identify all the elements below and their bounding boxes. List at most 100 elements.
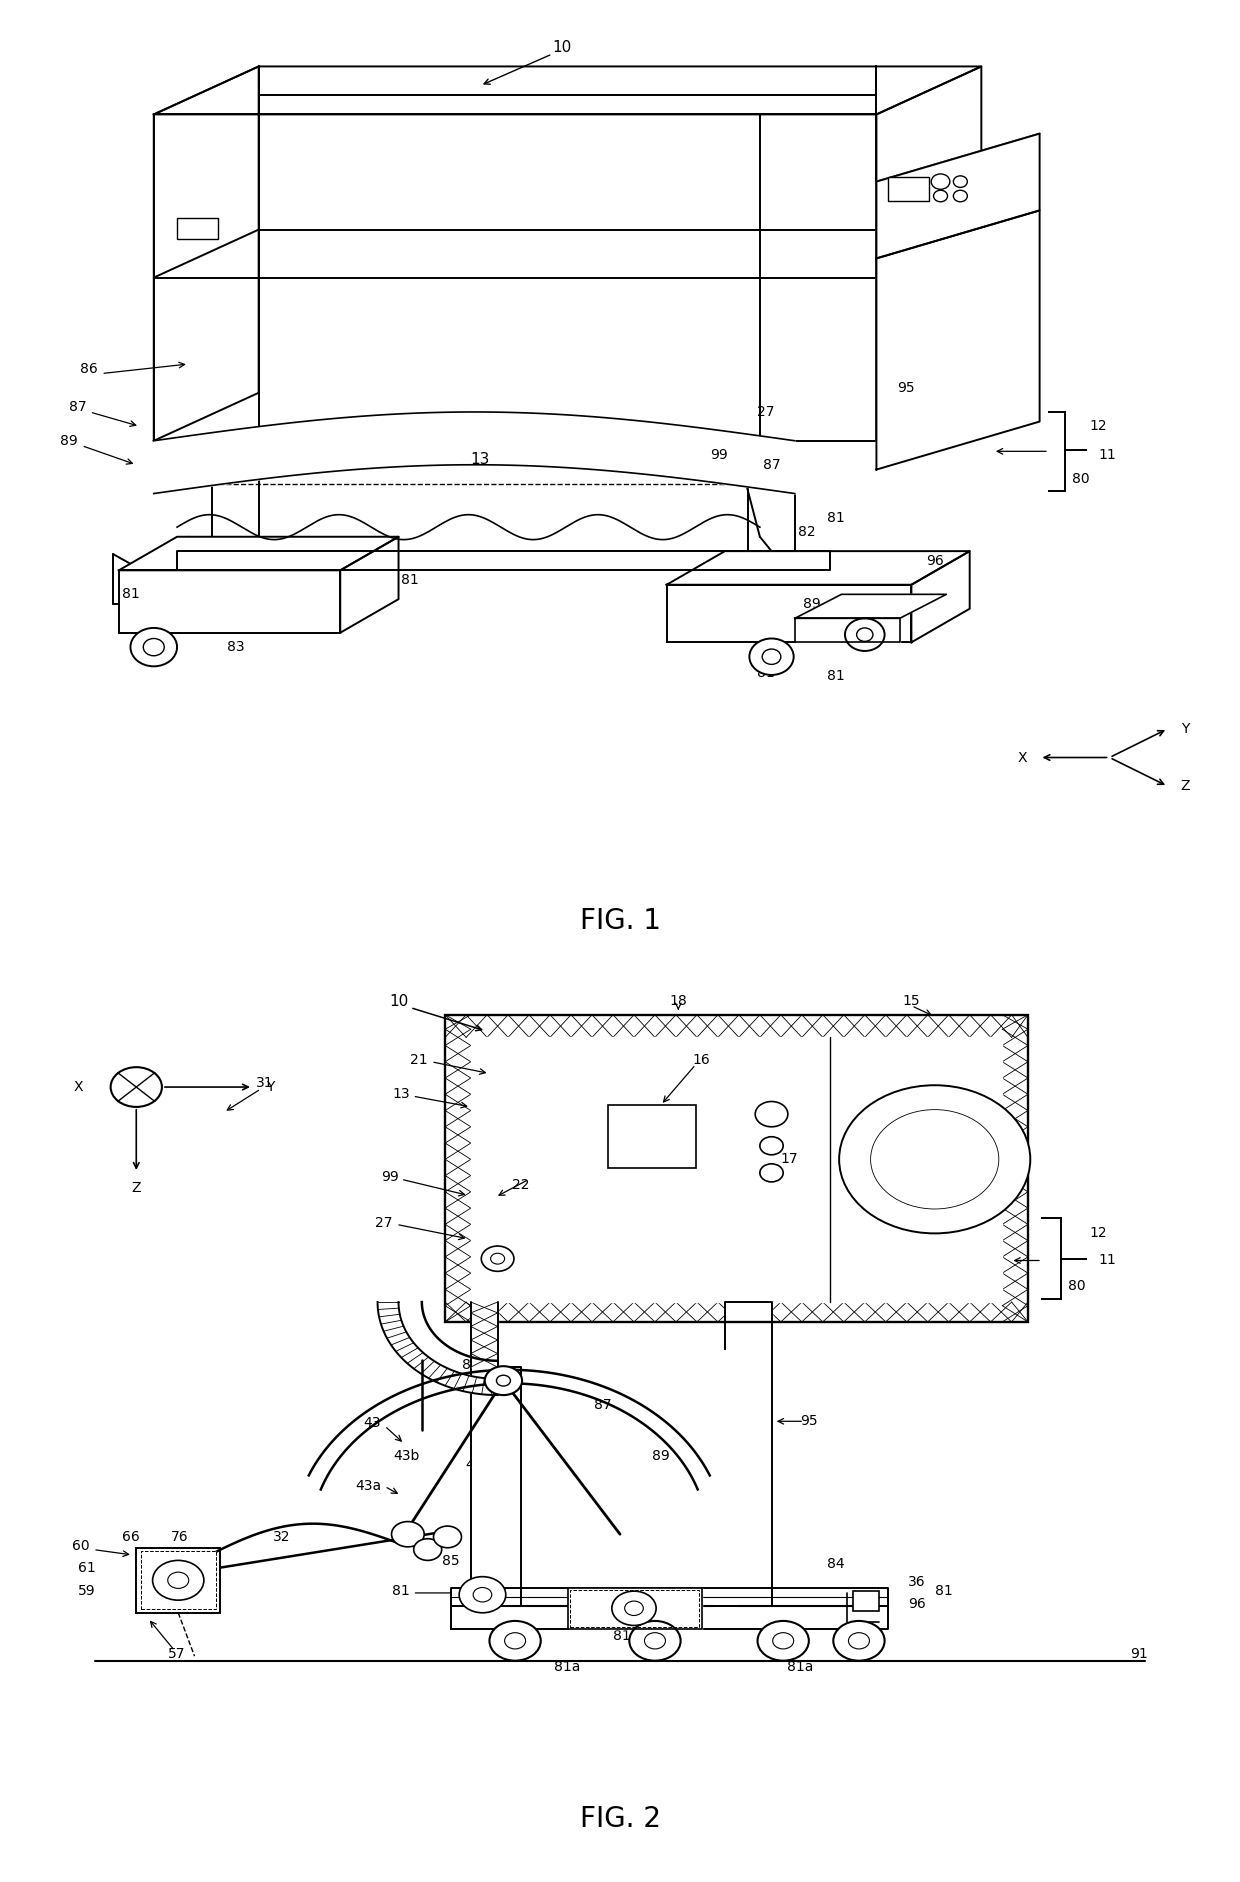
Circle shape: [758, 1620, 808, 1660]
Polygon shape: [725, 1302, 771, 1607]
Text: 81: 81: [756, 666, 775, 679]
Text: Y: Y: [267, 1080, 274, 1093]
Text: 22: 22: [512, 1178, 529, 1191]
Bar: [141, 1551, 216, 1609]
Text: 13: 13: [393, 1088, 410, 1101]
Text: 66: 66: [122, 1530, 140, 1543]
Circle shape: [496, 1376, 511, 1385]
Polygon shape: [795, 619, 900, 642]
Text: 13: 13: [470, 452, 490, 467]
Text: 82: 82: [797, 525, 816, 538]
Text: 91: 91: [1130, 1647, 1147, 1662]
Circle shape: [773, 1634, 794, 1649]
Circle shape: [414, 1539, 441, 1560]
Bar: [136, 1547, 221, 1613]
Circle shape: [490, 1620, 541, 1660]
Polygon shape: [667, 551, 970, 585]
Text: 76: 76: [171, 1530, 188, 1543]
Circle shape: [110, 1067, 162, 1107]
Text: 81: 81: [935, 1585, 952, 1598]
Text: 19: 19: [676, 1144, 693, 1159]
Text: 89: 89: [61, 433, 78, 448]
Text: 88: 88: [742, 1596, 759, 1611]
Text: 86: 86: [463, 1359, 480, 1372]
Circle shape: [459, 1577, 506, 1613]
Text: 81b: 81b: [613, 1630, 639, 1643]
Text: 36: 36: [909, 1575, 926, 1588]
Text: 12: 12: [1089, 1227, 1107, 1240]
Polygon shape: [471, 1366, 521, 1607]
Text: 18: 18: [670, 994, 687, 1009]
Text: 95: 95: [800, 1413, 817, 1428]
Text: 81a: 81a: [787, 1660, 813, 1673]
Circle shape: [844, 619, 884, 651]
Bar: [888, 177, 929, 201]
Polygon shape: [177, 551, 830, 570]
Circle shape: [755, 1101, 787, 1127]
Text: 99: 99: [381, 1171, 398, 1184]
Circle shape: [760, 1163, 784, 1182]
Circle shape: [848, 1634, 869, 1649]
Text: 27: 27: [376, 1216, 393, 1229]
Text: 10: 10: [389, 994, 408, 1009]
Text: 96: 96: [926, 553, 944, 568]
Text: 81: 81: [827, 510, 844, 525]
Polygon shape: [154, 66, 259, 440]
Text: 57: 57: [169, 1647, 186, 1662]
Text: 81: 81: [122, 587, 140, 602]
Text: 80: 80: [1068, 1278, 1086, 1293]
Text: 32: 32: [273, 1530, 290, 1543]
Text: Y: Y: [1182, 721, 1189, 736]
Circle shape: [833, 1620, 884, 1660]
Text: FIG. 2: FIG. 2: [579, 1805, 661, 1833]
Polygon shape: [340, 536, 398, 632]
Circle shape: [630, 1620, 681, 1660]
Text: 81: 81: [402, 572, 419, 587]
Text: 12: 12: [1089, 420, 1107, 433]
Text: 81: 81: [392, 1585, 410, 1598]
Bar: [445, 1014, 1028, 1321]
Bar: [609, 1105, 696, 1169]
Circle shape: [954, 190, 967, 201]
Circle shape: [392, 1521, 424, 1547]
Circle shape: [130, 629, 177, 666]
Polygon shape: [877, 66, 981, 440]
Text: 27: 27: [756, 405, 775, 420]
Polygon shape: [451, 1607, 888, 1630]
Circle shape: [763, 649, 781, 664]
Text: 31: 31: [255, 1075, 273, 1090]
Circle shape: [485, 1366, 522, 1395]
Circle shape: [625, 1602, 644, 1615]
Text: 96: 96: [909, 1596, 926, 1611]
Polygon shape: [451, 1588, 888, 1607]
Text: 89: 89: [652, 1449, 670, 1462]
Polygon shape: [154, 66, 981, 115]
Circle shape: [434, 1526, 461, 1547]
Polygon shape: [154, 115, 877, 440]
Text: FIG. 1: FIG. 1: [579, 907, 661, 935]
Polygon shape: [119, 570, 340, 632]
Text: X: X: [73, 1080, 83, 1093]
Circle shape: [870, 1110, 999, 1208]
Text: 43b: 43b: [393, 1449, 419, 1462]
Text: 81a: 81a: [554, 1660, 580, 1673]
Text: 87: 87: [763, 457, 780, 472]
Text: 59: 59: [78, 1585, 95, 1598]
Polygon shape: [471, 1037, 1002, 1302]
Circle shape: [901, 1135, 967, 1184]
Text: 80: 80: [1071, 472, 1089, 486]
Polygon shape: [911, 551, 970, 642]
Text: 84: 84: [827, 1556, 844, 1571]
Text: 21: 21: [410, 1052, 428, 1067]
Polygon shape: [377, 1302, 497, 1395]
Circle shape: [857, 629, 873, 642]
Polygon shape: [667, 585, 911, 642]
Text: 43a: 43a: [355, 1479, 381, 1492]
Text: 15: 15: [903, 994, 920, 1009]
Circle shape: [505, 1634, 526, 1649]
Circle shape: [760, 1137, 784, 1156]
Circle shape: [934, 190, 947, 201]
Text: 43c: 43c: [465, 1459, 490, 1472]
Text: 85: 85: [443, 1555, 460, 1568]
Circle shape: [645, 1634, 666, 1649]
